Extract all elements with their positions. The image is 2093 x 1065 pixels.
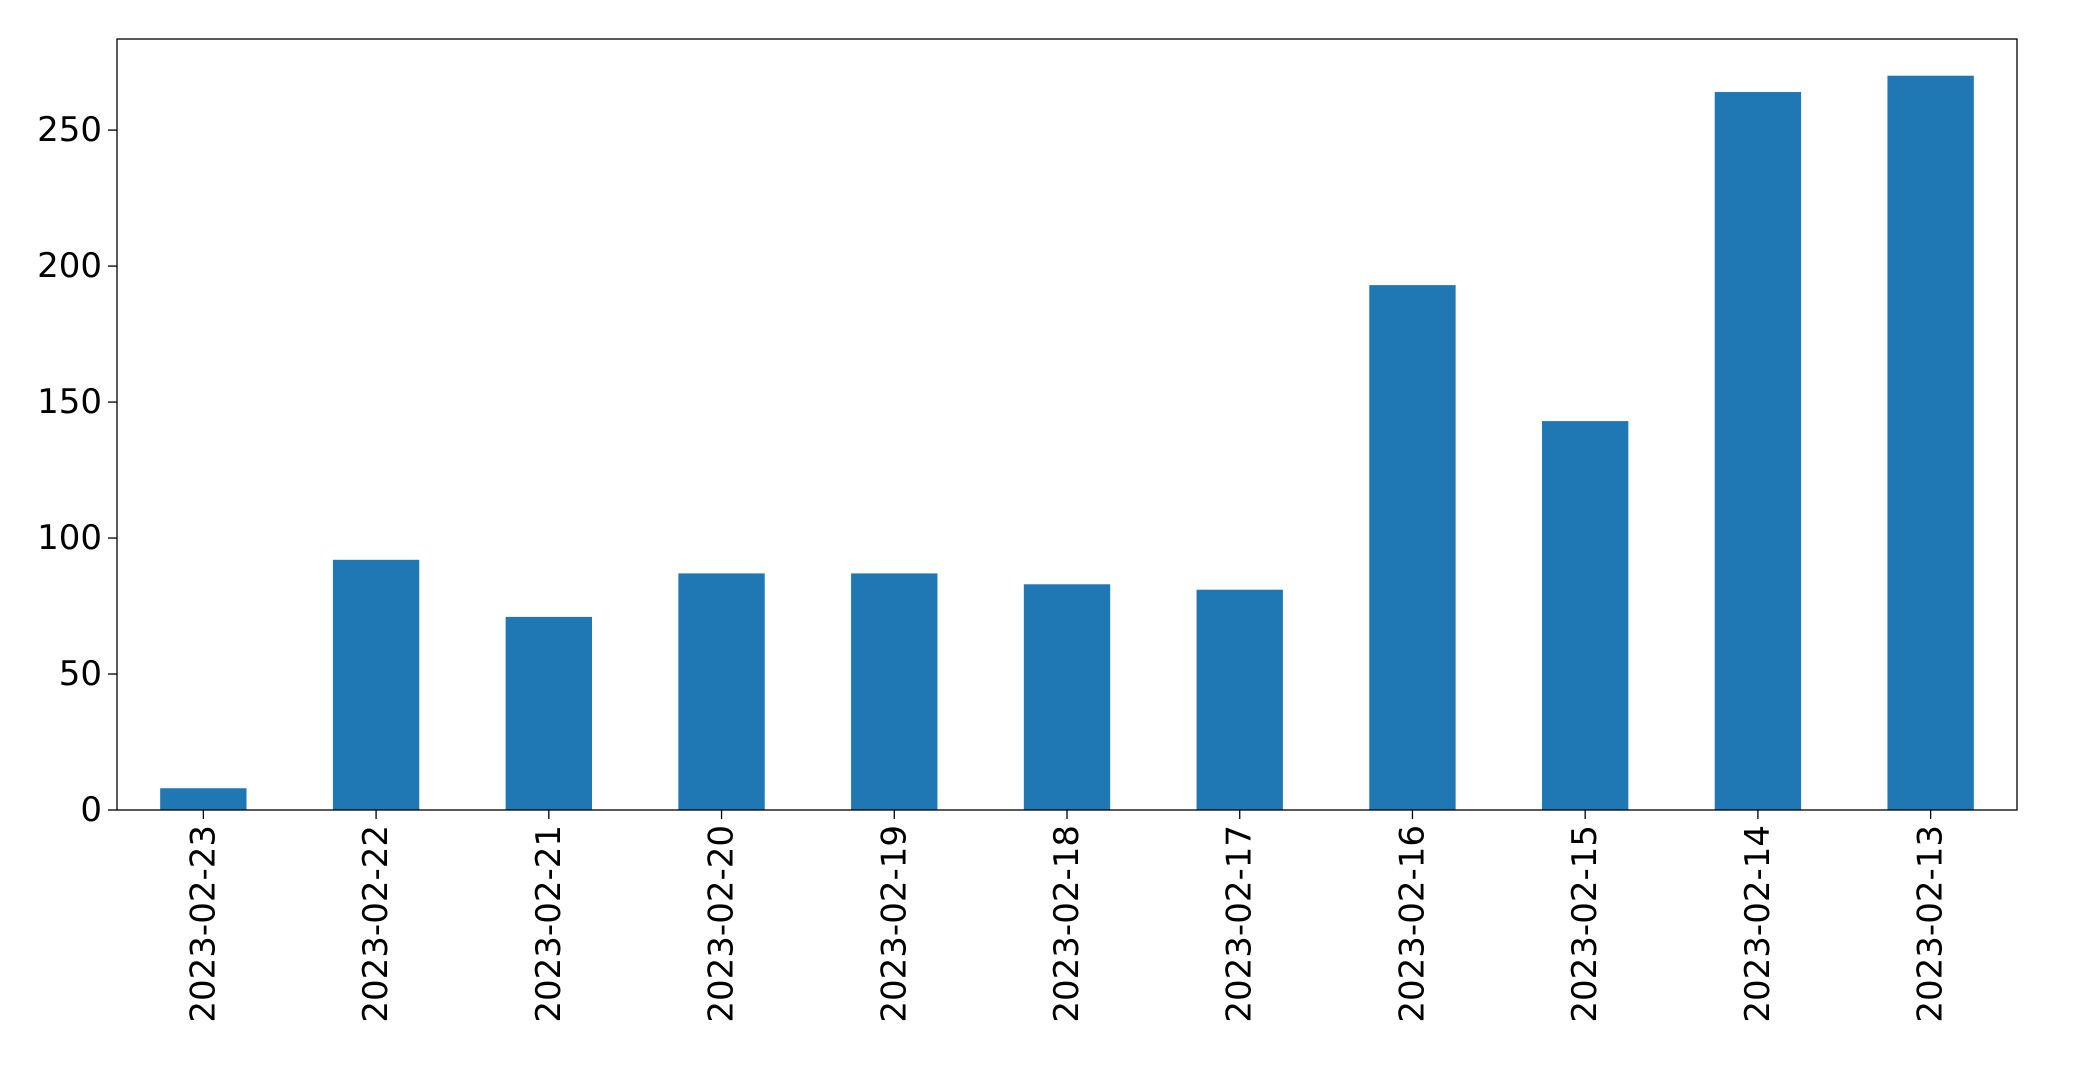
bar-2023-02-20 [678, 573, 765, 810]
y-tick-label: 100 [37, 518, 102, 558]
bar-2023-02-17 [1196, 589, 1283, 810]
x-tick-label: 2023-02-23 [183, 825, 223, 1023]
bar-2023-02-14 [1714, 92, 1802, 810]
bar-2023-02-15 [1542, 421, 1629, 810]
x-tick-label: 2023-02-13 [1911, 825, 1951, 1023]
x-tick-label: 2023-02-14 [1738, 825, 1778, 1023]
x-tick-label: 2023-02-17 [1220, 825, 1260, 1023]
x-tick-label: 2023-02-22 [356, 825, 396, 1023]
bar-2023-02-18 [1023, 584, 1111, 810]
x-tick-label: 2023-02-18 [1047, 825, 1087, 1023]
x-tick-label: 2023-02-16 [1392, 825, 1432, 1023]
y-tick-label: 150 [37, 382, 102, 422]
bars-layer [160, 75, 1974, 810]
y-axis: 0 50 100 150 200 250 [37, 110, 117, 830]
bar-2023-02-19 [851, 573, 938, 810]
y-tick-label: 200 [37, 246, 102, 286]
x-tick-label: 2023-02-21 [529, 825, 569, 1023]
x-tick-label: 2023-02-20 [702, 825, 742, 1023]
plot-frame [116, 38, 2018, 811]
y-tick-label: 250 [37, 110, 102, 150]
bar-2023-02-23 [160, 788, 247, 810]
bar-2023-02-22 [332, 559, 420, 810]
y-tick-label: 50 [59, 654, 102, 694]
x-tick-label: 2023-02-19 [874, 825, 914, 1023]
bar-2023-02-16 [1369, 285, 1456, 810]
x-tick-label: 2023-02-15 [1565, 825, 1605, 1023]
x-axis: 2023-02-23 2023-02-22 2023-02-21 2023-02-20… [183, 810, 1951, 1023]
bar-2023-02-13 [1887, 75, 1974, 810]
y-tick-label: 0 [80, 790, 102, 830]
bar-2023-02-21 [505, 616, 592, 810]
